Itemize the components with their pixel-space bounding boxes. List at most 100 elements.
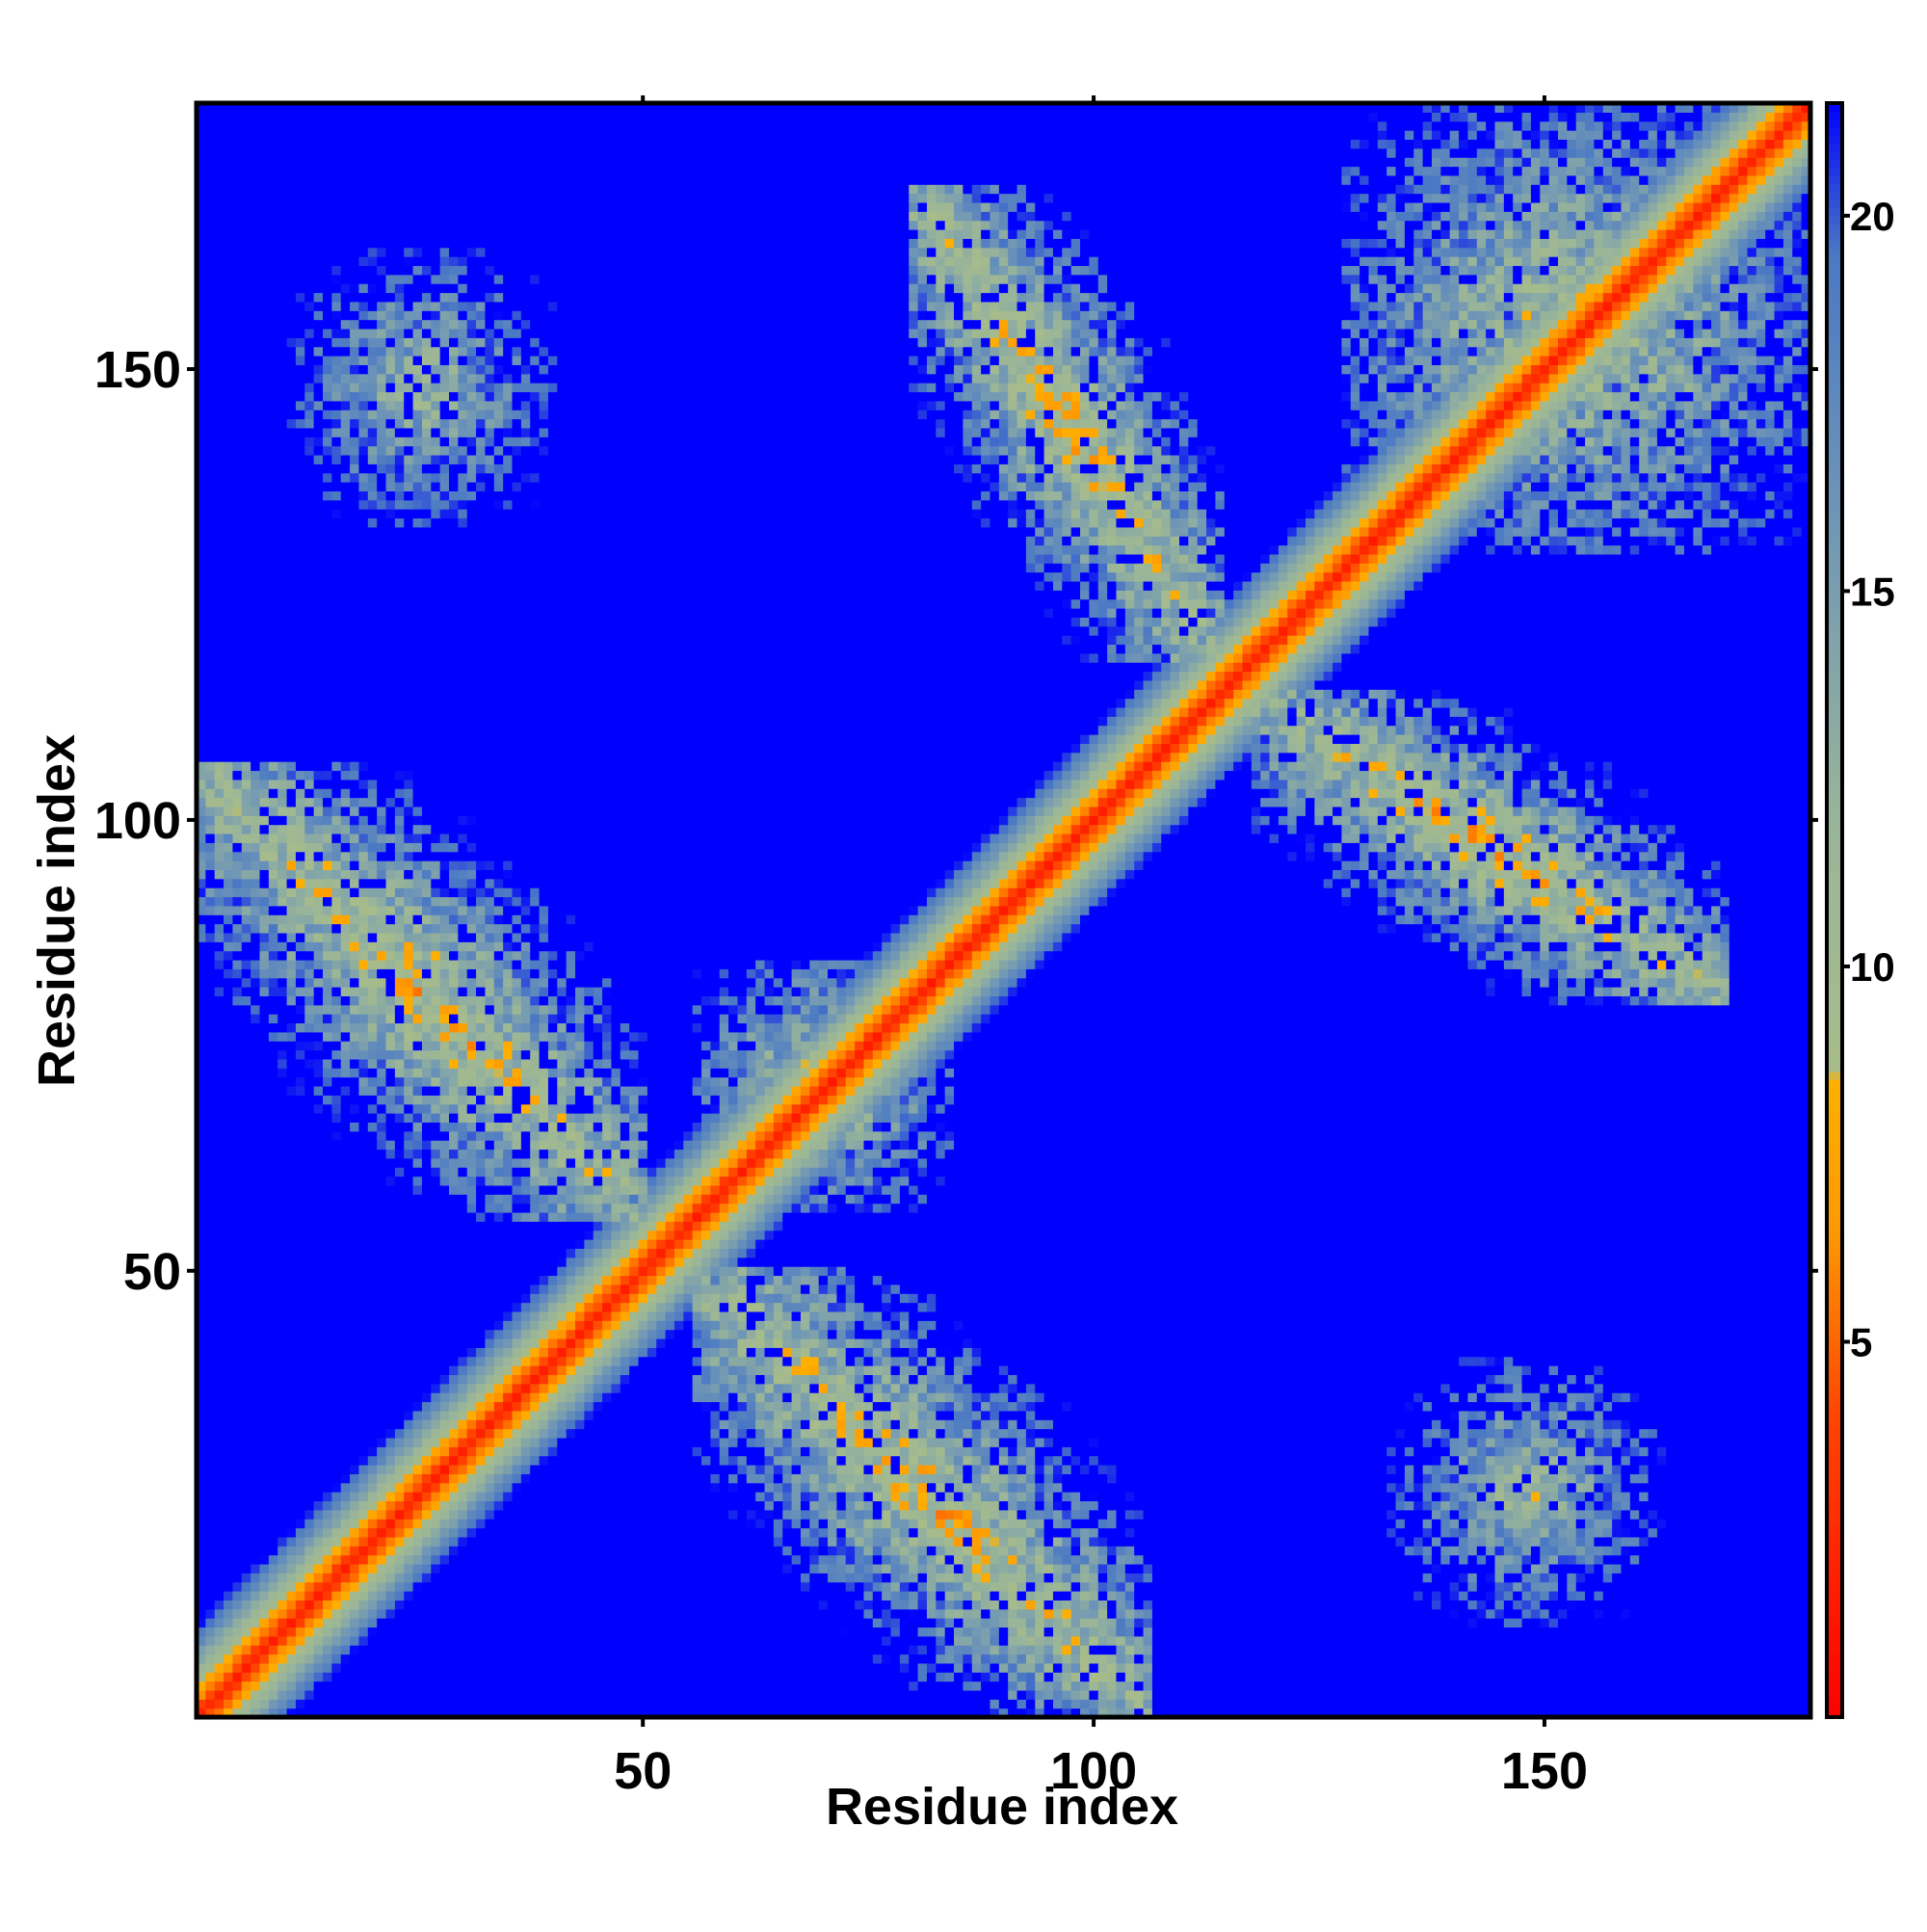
heatmap-cell: [1188, 1645, 1198, 1654]
heatmap-cell: [1206, 1636, 1216, 1646]
heatmap-cell: [1279, 1609, 1288, 1619]
heatmap-cell: [251, 1582, 260, 1592]
heatmap-cell: [792, 1573, 802, 1582]
heatmap-cell: [1765, 1627, 1775, 1636]
heatmap-cell: [918, 1672, 928, 1681]
heatmap-cell: [927, 1636, 937, 1646]
heatmap-cell: [277, 1591, 287, 1601]
heatmap-cell: [1612, 1555, 1622, 1565]
heatmap-cell: [540, 1537, 549, 1547]
heatmap-cell: [530, 1681, 540, 1691]
heatmap-cell: [1035, 1591, 1044, 1601]
heatmap-cell: [513, 1537, 522, 1547]
heatmap-cell: [728, 1600, 738, 1609]
heatmap-cell: [314, 1699, 324, 1708]
heatmap-cell: [809, 1690, 819, 1700]
heatmap-cell: [1144, 1564, 1153, 1574]
heatmap-cell: [1531, 1573, 1541, 1582]
heatmap-cell: [368, 1591, 378, 1601]
heatmap-cell: [1649, 1555, 1658, 1565]
heatmap-cell: [567, 1582, 576, 1592]
heatmap-cell: [358, 1636, 368, 1646]
heatmap-cell: [1630, 1618, 1640, 1628]
heatmap-cell: [521, 1627, 531, 1636]
heatmap-cell: [927, 1564, 937, 1574]
heatmap-cell: [1440, 1564, 1450, 1574]
heatmap-cell: [693, 1636, 702, 1646]
heatmap-cell: [323, 1645, 332, 1654]
heatmap-cell: [900, 1591, 910, 1601]
heatmap-cell: [620, 1672, 630, 1681]
heatmap-cell: [449, 1627, 459, 1636]
heatmap-cell: [1522, 1618, 1532, 1628]
heatmap-cell: [909, 1627, 918, 1636]
heatmap-cell: [1008, 1681, 1017, 1691]
heatmap-cell: [323, 1546, 332, 1555]
heatmap-cell: [1314, 1573, 1324, 1582]
heatmap-cell: [1621, 1690, 1630, 1700]
heatmap-cell: [1783, 1672, 1793, 1681]
heatmap-cell: [1080, 1699, 1090, 1708]
heatmap-cell: [296, 1690, 305, 1700]
heatmap-cell: [828, 1555, 837, 1565]
heatmap-cell: [1567, 1636, 1576, 1646]
heatmap-cell: [1486, 1699, 1495, 1708]
heatmap-cell: [395, 1636, 405, 1646]
heatmap-cell: [1603, 1672, 1613, 1681]
heatmap-cell: [1314, 1681, 1324, 1691]
heatmap-cell: [1549, 1663, 1559, 1673]
heatmap-cell: [972, 1681, 982, 1691]
heatmap-cell: [1306, 1609, 1315, 1619]
heatmap-cell: [1486, 1546, 1495, 1555]
heatmap-cell: [1306, 1555, 1315, 1565]
heatmap-cell: [927, 1546, 937, 1555]
heatmap-cell: [1161, 1636, 1171, 1646]
heatmap-cell: [656, 1582, 666, 1592]
heatmap-cell: [1152, 1681, 1162, 1691]
heatmap-cell: [269, 1555, 278, 1565]
heatmap-cell: [720, 1546, 729, 1555]
heatmap-cell: [269, 1672, 278, 1681]
heatmap-cell: [269, 1600, 278, 1609]
heatmap-cell: [1783, 1681, 1793, 1691]
heatmap-cell: [503, 1564, 513, 1574]
heatmap-cell: [1279, 1681, 1288, 1691]
heatmap-cell: [882, 1573, 891, 1582]
heatmap-cell: [1657, 1645, 1667, 1654]
heatmap-cell: [747, 1564, 756, 1574]
heatmap-cell: [1494, 1564, 1504, 1574]
heatmap-cell: [1359, 1600, 1369, 1609]
heatmap-cell: [395, 1573, 405, 1582]
heatmap-cell: [567, 1672, 576, 1681]
heatmap-cell: [1459, 1618, 1468, 1628]
heatmap-cell: [304, 1627, 314, 1636]
heatmap-cell: [836, 1591, 846, 1601]
heatmap-cell: [1522, 1681, 1532, 1691]
heatmap-cell: [647, 1690, 657, 1700]
heatmap-cell: [737, 1600, 747, 1609]
heatmap-cell: [1540, 1699, 1549, 1708]
heatmap-cell: [215, 1591, 224, 1601]
heatmap-cell: [1053, 1600, 1063, 1609]
heatmap-cell: [1432, 1627, 1441, 1636]
heatmap-cell: [1179, 1654, 1189, 1664]
heatmap-cell: [1649, 1600, 1658, 1609]
heatmap-cell: [1297, 1663, 1307, 1673]
heatmap-cell: [693, 1645, 702, 1654]
heatmap-cell: [1531, 1555, 1541, 1565]
heatmap-cell: [863, 1618, 873, 1628]
heatmap-cell: [954, 1627, 964, 1636]
heatmap-cell: [358, 1582, 368, 1592]
heatmap-cell: [584, 1663, 594, 1673]
heatmap-cell: [1612, 1600, 1622, 1609]
heatmap-cell: [1368, 1645, 1378, 1654]
heatmap-cell: [1314, 1564, 1324, 1574]
heatmap-cell: [891, 1627, 901, 1636]
heatmap-cell: [1008, 1555, 1017, 1565]
heatmap-cell: [1504, 1663, 1514, 1673]
heatmap-cell: [1621, 1546, 1630, 1555]
heatmap-cell: [1756, 1699, 1766, 1708]
heatmap-cell: [1504, 1699, 1514, 1708]
heatmap-cell: [377, 1582, 386, 1592]
heatmap-cell: [422, 1555, 432, 1565]
